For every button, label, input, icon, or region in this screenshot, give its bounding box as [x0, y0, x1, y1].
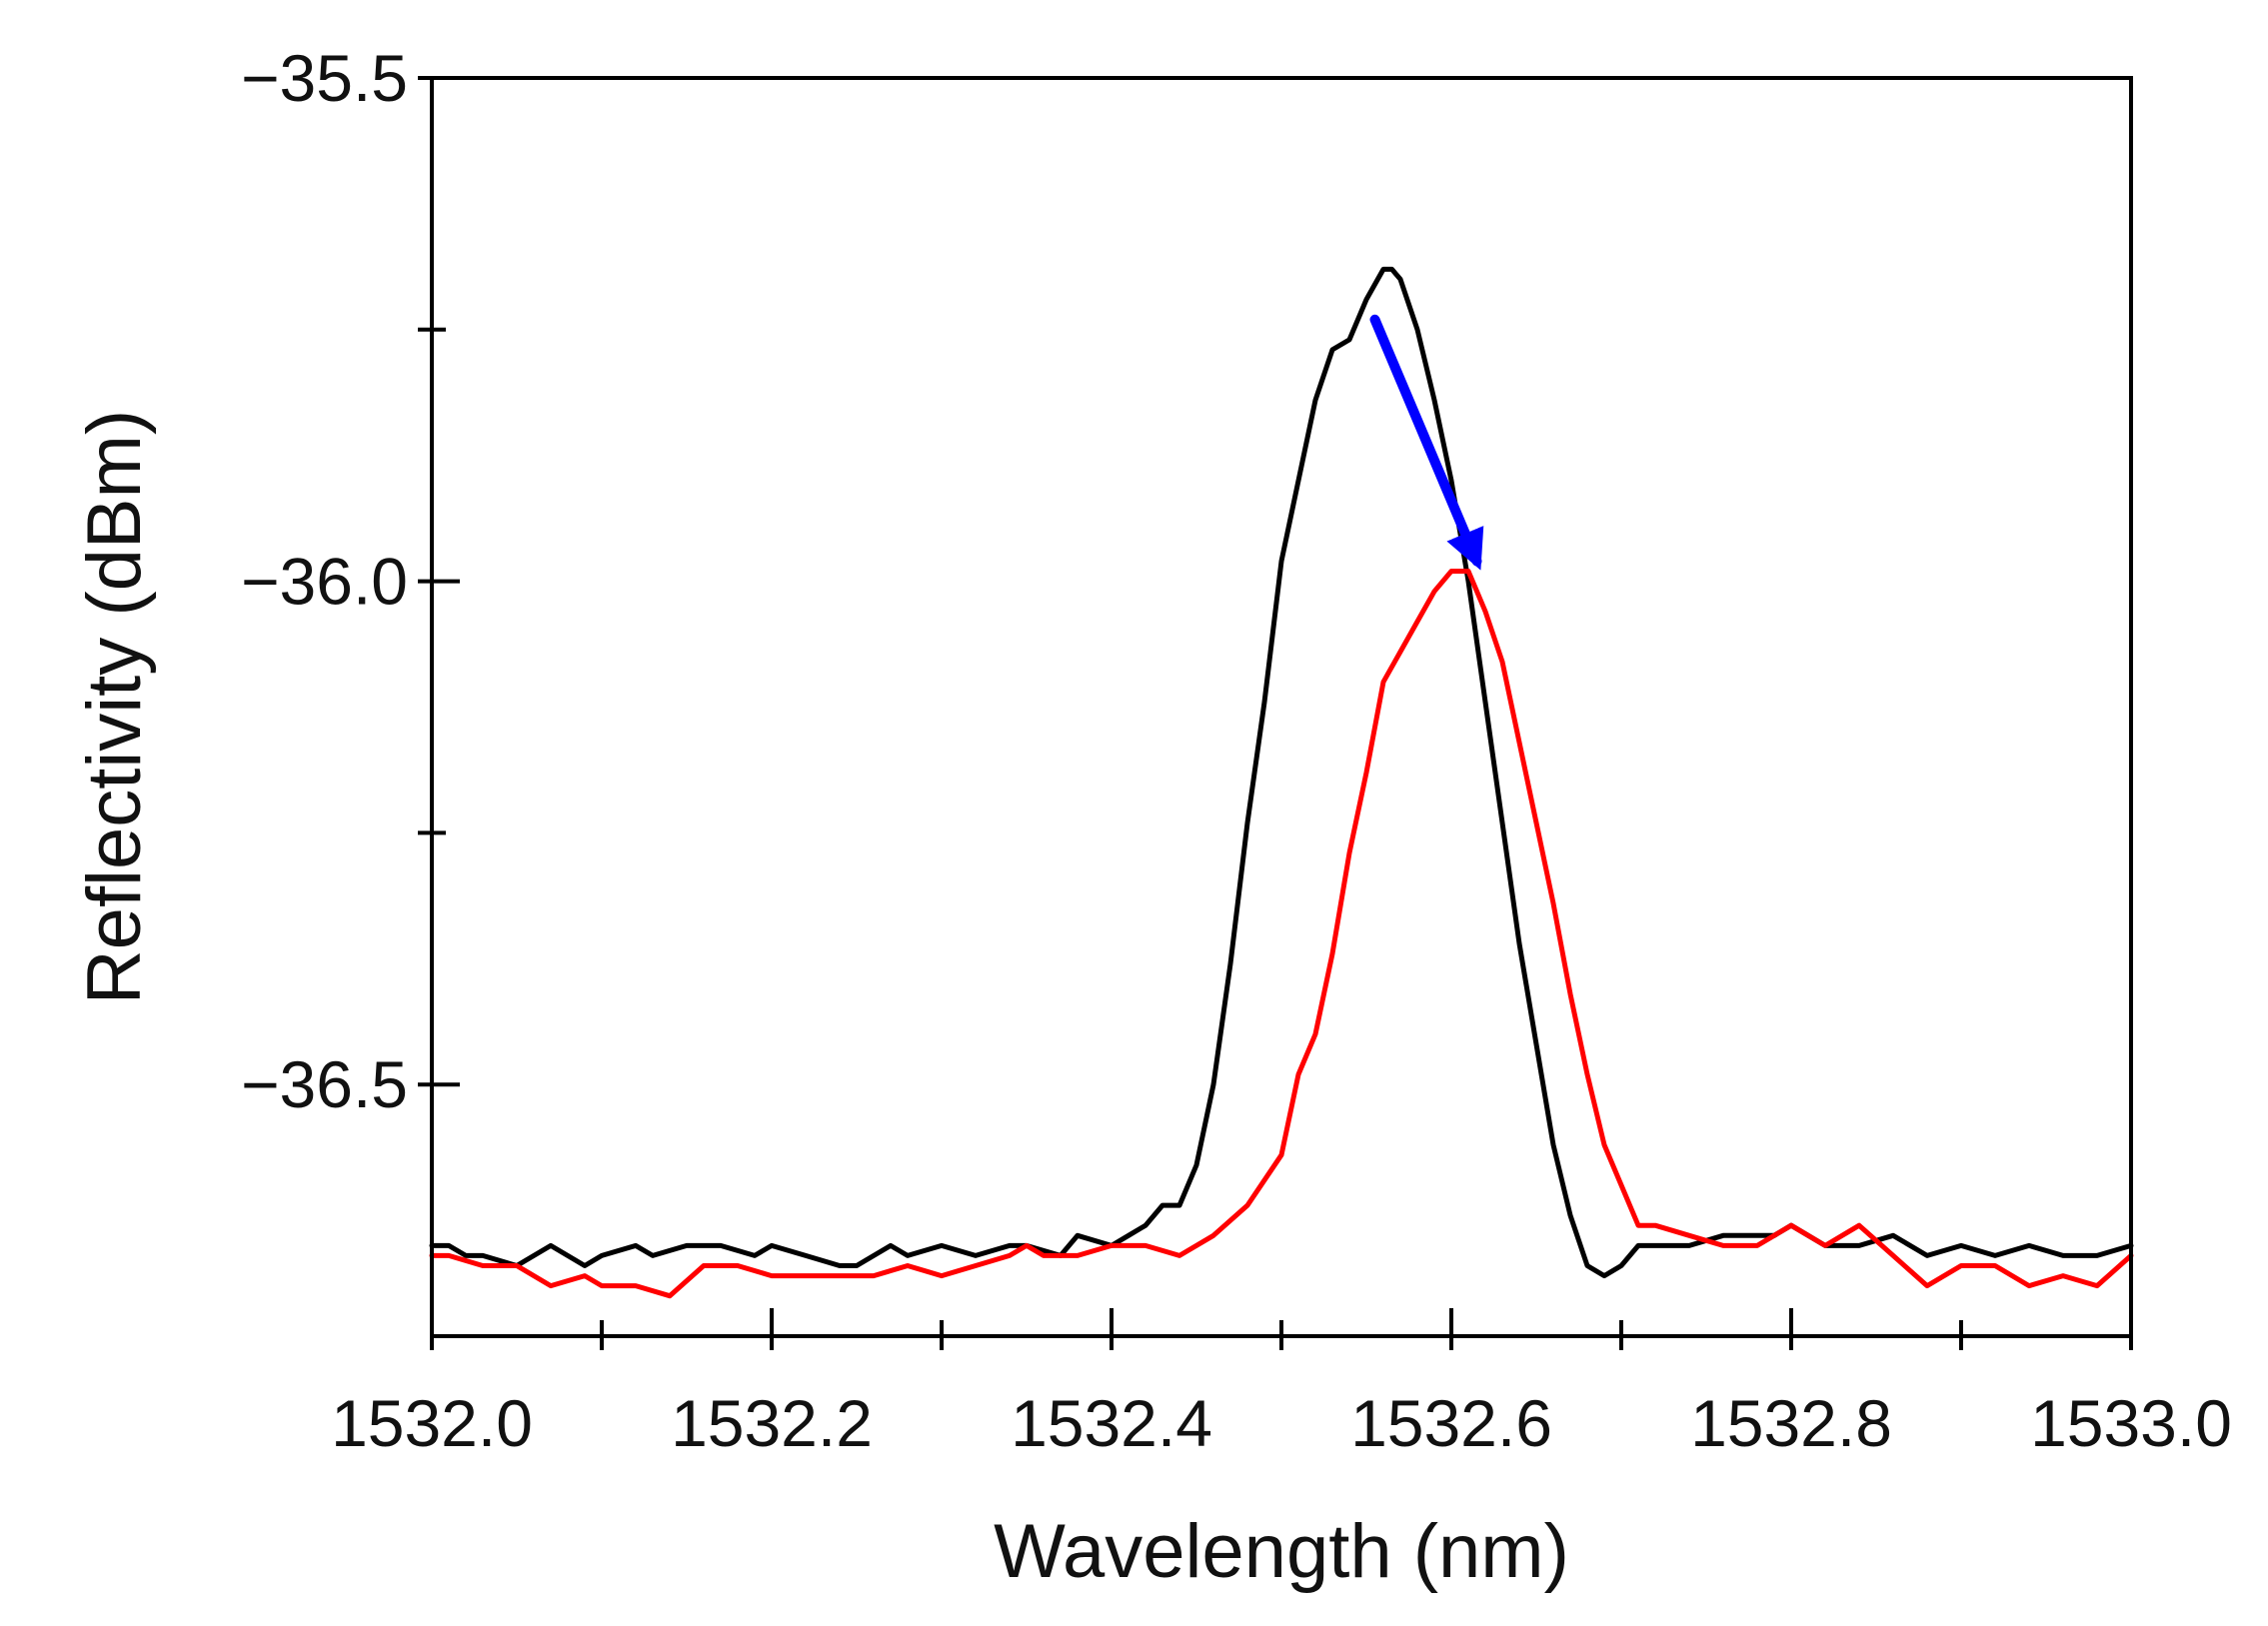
shift-arrow	[1369, 314, 1484, 571]
y-tick-label: −36.0	[241, 545, 408, 619]
x-tick-label: 1532.6	[1350, 1386, 1552, 1460]
annotation-layer	[1369, 314, 1484, 571]
x-axis-title: Wavelength (nm)	[994, 1509, 1569, 1594]
series-layer	[429, 266, 2134, 1299]
y-axis: −35.5 −36.0 −36.5	[241, 41, 460, 1121]
series-line-1	[429, 266, 2134, 1279]
x-axis: 1532.0 1532.2 1532.4 1532.6 1532.8 1533.0	[331, 1308, 2232, 1460]
x-tick-label: 1533.0	[2030, 1386, 2232, 1460]
y-tick-label: −35.5	[241, 41, 408, 115]
x-tick-label: 1532.0	[331, 1386, 533, 1460]
x-tick-label: 1532.2	[671, 1386, 873, 1460]
y-tick-label: −36.5	[241, 1047, 408, 1121]
series-line-2	[429, 569, 2134, 1299]
x-tick-label: 1532.8	[1690, 1386, 1892, 1460]
x-tick-label: 1532.4	[1011, 1386, 1212, 1460]
y-axis-title: Reflectivity (dBm)	[72, 410, 157, 1004]
